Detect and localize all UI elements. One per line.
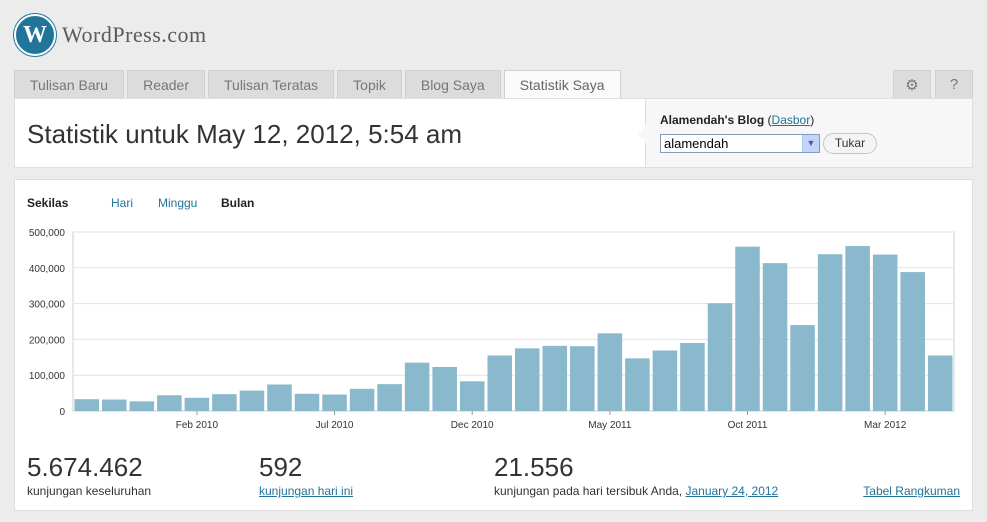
stats-main-panel: Sekilas Hari Minggu Bulan 0 100,000 200,00… bbox=[14, 179, 973, 511]
wordpress-logo-icon: W bbox=[14, 14, 56, 56]
tab-reader[interactable]: Reader bbox=[127, 70, 205, 98]
bar bbox=[349, 388, 375, 411]
stats-header-panel: Statistik untuk May 12, 2012, 5:54 am bbox=[14, 98, 646, 168]
y-tick-label: 500,000 bbox=[29, 228, 66, 239]
bar bbox=[239, 390, 265, 411]
y-tick-label: 0 bbox=[59, 407, 65, 418]
blog-select-value: alamendah bbox=[664, 136, 729, 151]
gear-icon: ⚙ bbox=[905, 76, 919, 94]
bar bbox=[652, 350, 678, 411]
bar bbox=[625, 358, 650, 411]
bar bbox=[570, 346, 595, 411]
bar bbox=[487, 355, 512, 411]
best-day-date-link[interactable]: January 24, 2012 bbox=[685, 484, 779, 498]
tab-topik[interactable]: Topik bbox=[337, 70, 402, 98]
today-views-stat: 592 kunjungan hari ini bbox=[259, 453, 353, 498]
period-day-link[interactable]: Hari bbox=[111, 196, 134, 210]
bar bbox=[157, 395, 182, 411]
period-week-link[interactable]: Minggu bbox=[158, 196, 198, 210]
total-views-number: 5.674.462 bbox=[27, 452, 143, 482]
bar bbox=[322, 394, 347, 411]
bar bbox=[597, 333, 623, 411]
wordpress-logo[interactable]: W WordPress.com bbox=[14, 14, 207, 56]
bar bbox=[762, 263, 788, 411]
bar bbox=[212, 394, 237, 411]
settings-button[interactable]: ⚙ bbox=[893, 70, 931, 98]
bar bbox=[707, 303, 733, 411]
blog-name: Alamendah's Blog bbox=[660, 113, 765, 127]
bar bbox=[404, 362, 430, 411]
tab-tulisan-teratas[interactable]: Tulisan Teratas bbox=[208, 70, 335, 98]
panel-notch bbox=[638, 125, 646, 143]
best-day-number: 21.556 bbox=[494, 452, 574, 482]
chevron-down-icon[interactable]: ▼ bbox=[802, 135, 819, 152]
blog-picker-panel: Alamendah's Blog (Dasbor) alamendah ▼ Tu… bbox=[638, 98, 973, 168]
views-chart: 0 100,000 200,000 300,000 400,000 500,000 Feb … bbox=[29, 228, 955, 431]
bar bbox=[790, 325, 815, 411]
best-day-label: kunjungan pada hari tersibuk Anda, bbox=[494, 484, 683, 498]
dashboard-link[interactable]: Dasbor bbox=[771, 113, 811, 127]
x-tick-label: May 2011 bbox=[588, 420, 632, 431]
top-nav-tabs: Tulisan Baru Reader Tulisan Teratas Topi… bbox=[14, 70, 624, 99]
help-button[interactable]: ? bbox=[935, 70, 973, 98]
tab-blog-saya[interactable]: Blog Saya bbox=[404, 70, 501, 98]
bar bbox=[680, 342, 705, 411]
x-tick-label: Jul 2010 bbox=[316, 420, 354, 431]
total-views-label: kunjungan keseluruhan bbox=[27, 484, 152, 498]
help-icon: ? bbox=[949, 76, 959, 93]
bar bbox=[184, 397, 210, 411]
x-tick-label: Mar 2012 bbox=[864, 420, 907, 431]
today-views-number: 592 bbox=[259, 452, 303, 482]
page-title: Statistik untuk May 12, 2012, 5:54 am bbox=[27, 119, 463, 149]
bar bbox=[74, 399, 100, 411]
x-tick-label: Feb 2010 bbox=[176, 420, 219, 431]
tab-tulisan-baru[interactable]: Tulisan Baru bbox=[14, 70, 125, 98]
today-views-link[interactable]: kunjungan hari ini bbox=[259, 484, 354, 498]
bar bbox=[900, 272, 925, 411]
summary-table-link[interactable]: Tabel Rangkuman bbox=[863, 484, 960, 498]
blog-picker-title: Alamendah's Blog (Dasbor) bbox=[660, 113, 815, 127]
bar bbox=[459, 381, 485, 411]
y-tick-label: 100,000 bbox=[29, 371, 66, 382]
bar bbox=[735, 246, 760, 411]
bar bbox=[845, 245, 870, 411]
x-tick-label: Dec 2010 bbox=[451, 420, 494, 431]
bar bbox=[927, 355, 953, 411]
bar bbox=[432, 366, 457, 411]
tab-statistik-saya[interactable]: Statistik Saya bbox=[503, 70, 621, 99]
glance-label: Sekilas bbox=[27, 196, 69, 210]
swap-blog-button[interactable]: Tukar bbox=[823, 133, 877, 154]
bar bbox=[542, 345, 568, 411]
blog-select[interactable]: alamendah ▼ bbox=[660, 134, 820, 153]
period-month-active: Bulan bbox=[221, 196, 255, 210]
y-tick-label: 200,000 bbox=[29, 335, 66, 346]
y-tick-label: 300,000 bbox=[29, 300, 66, 311]
bar bbox=[129, 401, 155, 411]
bar bbox=[872, 254, 898, 411]
logo-text: WordPress.com bbox=[62, 22, 207, 47]
best-day-stat: 21.556 kunjungan pada hari tersibuk Anda… bbox=[494, 453, 778, 498]
total-views-stat: 5.674.462 kunjungan keseluruhan bbox=[27, 453, 151, 498]
bar bbox=[377, 384, 402, 411]
bar bbox=[267, 384, 292, 411]
bar bbox=[817, 254, 843, 411]
y-tick-label: 400,000 bbox=[29, 264, 66, 275]
bar bbox=[102, 399, 127, 411]
bar bbox=[294, 393, 320, 411]
bar bbox=[515, 348, 540, 411]
x-tick-label: Oct 2011 bbox=[728, 420, 768, 431]
